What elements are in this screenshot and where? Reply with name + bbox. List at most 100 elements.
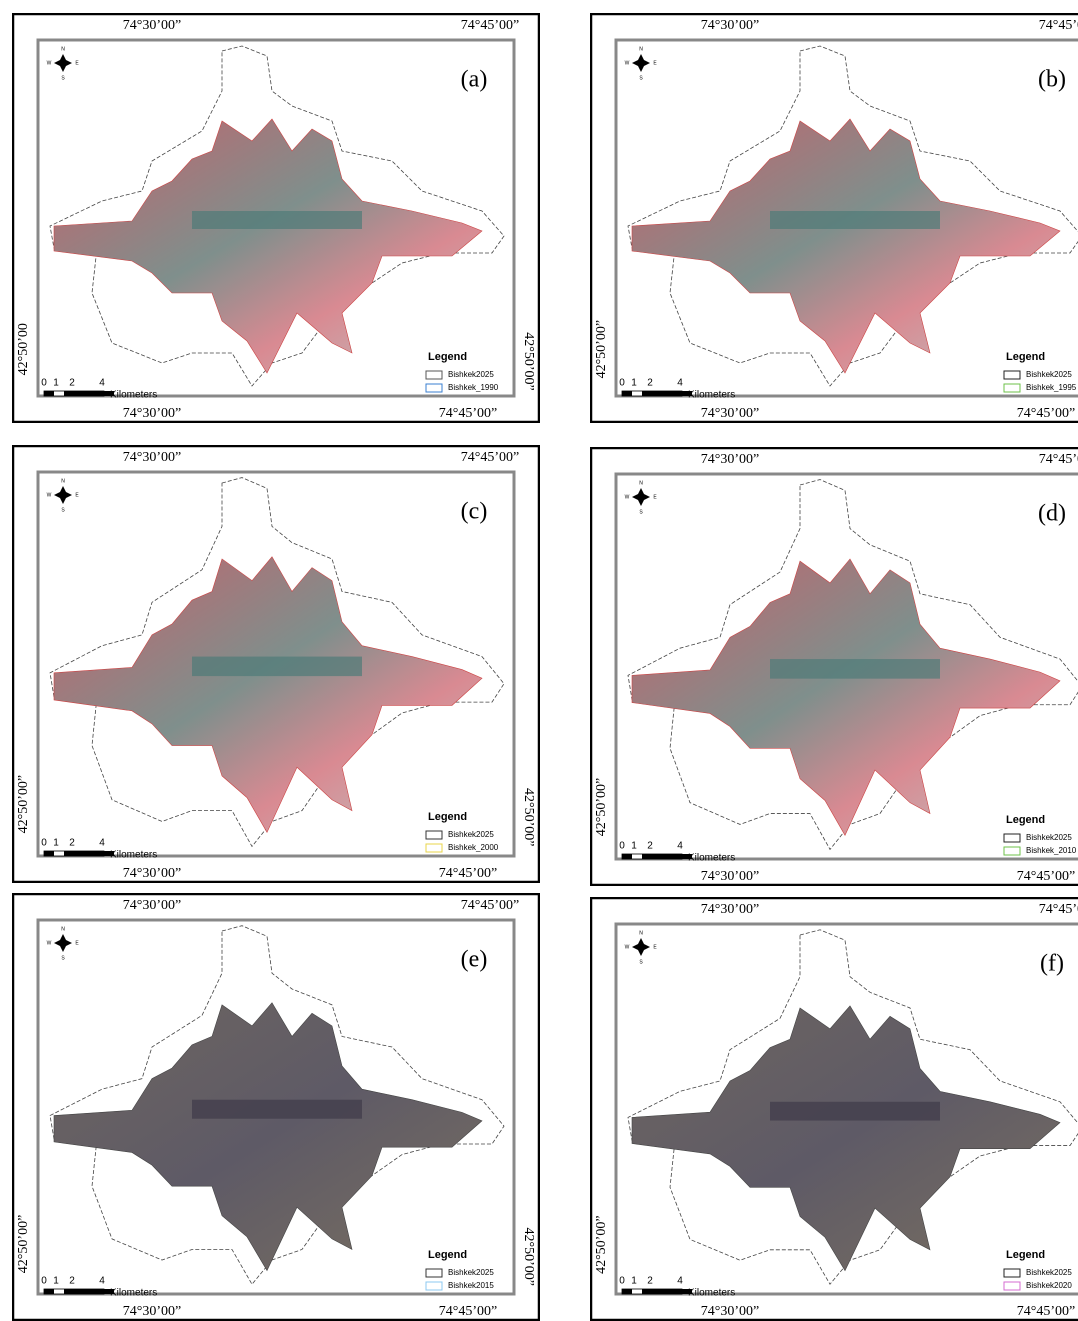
- coord-right: 42°50’00”: [521, 788, 536, 846]
- compass-letter: E: [653, 944, 657, 950]
- panel-label: (f): [1040, 951, 1064, 977]
- scale-tick: 1: [53, 838, 59, 849]
- legend-title: Legend: [1006, 351, 1045, 363]
- legend-item: Bishkek2025: [448, 370, 494, 379]
- coord-top-left: 74°30’00”: [123, 450, 181, 465]
- panel-label: (a): [461, 67, 488, 93]
- compass-letter: S: [61, 955, 65, 961]
- scale-unit: Kilometers: [110, 1288, 157, 1299]
- scale-tick: 1: [631, 841, 637, 852]
- scale-bar-fill: [44, 851, 54, 856]
- scale-tick: 4: [677, 841, 683, 852]
- legend-swatch: [426, 844, 442, 852]
- scale-tick: 4: [99, 1276, 105, 1287]
- urban-core: [770, 211, 940, 229]
- satellite-imagery: [632, 559, 1060, 835]
- coord-top-left: 74°30’00”: [123, 898, 181, 913]
- scale-bar-fill: [622, 391, 632, 396]
- scale-bar-fill: [64, 851, 84, 856]
- scale-unit: Kilometers: [110, 850, 157, 861]
- legend-title: Legend: [1006, 814, 1045, 826]
- scale-tick: 0: [619, 841, 625, 852]
- coord-top-right: 74°45’00”: [461, 450, 519, 465]
- map-svg: 74°30’00”74°45’00”74°30’00”74°45’00”42°5…: [12, 445, 540, 883]
- legend-title: Legend: [428, 1249, 467, 1261]
- compass-rose: [54, 54, 72, 72]
- legend-title: Legend: [1006, 1249, 1045, 1261]
- compass-letter: N: [61, 478, 65, 484]
- scale-tick: 4: [99, 838, 105, 849]
- coord-bottom-right: 74°45’00”: [1017, 869, 1075, 884]
- coord-left: 42°50’00”: [16, 1215, 31, 1273]
- map-svg: 74°30’00”74°45’00”74°30’00”74°45’00”42°5…: [12, 13, 540, 423]
- scale-tick: 1: [631, 1276, 637, 1287]
- legend-item: Bishkek2025: [1026, 1268, 1072, 1277]
- legend-item: Bishkek2025: [1026, 370, 1072, 379]
- legend-swatch: [1004, 847, 1020, 855]
- coord-top-right: 74°45’00”: [461, 18, 519, 33]
- legend-swatch: [426, 1282, 442, 1290]
- coord-bottom-left: 74°30’00”: [701, 406, 759, 421]
- map-panel: 74°30’00”74°45’00”74°30’00”74°45’00”42°5…: [590, 13, 1078, 423]
- compass-letter: W: [625, 494, 630, 500]
- coord-right: 42°50’00”: [521, 1228, 536, 1286]
- compass-letter: S: [61, 75, 65, 81]
- coord-top-right: 74°45’00”: [1039, 902, 1078, 917]
- map-svg: 74°30’00”74°45’00”74°30’00”74°45’00”42°5…: [590, 13, 1078, 423]
- panel-label: (e): [461, 947, 488, 973]
- compass-rose: [632, 938, 650, 956]
- satellite-imagery: [54, 557, 482, 833]
- scale-unit: Kilometers: [688, 1288, 735, 1299]
- compass-letter: S: [61, 507, 65, 513]
- legend-swatch: [426, 384, 442, 392]
- scale-bar-fill: [64, 391, 84, 396]
- coord-bottom-left: 74°30’00”: [123, 406, 181, 421]
- compass-letter: N: [639, 930, 643, 936]
- scale-tick: 4: [677, 1276, 683, 1287]
- compass-letter: E: [75, 492, 79, 498]
- scale-tick: 0: [41, 838, 47, 849]
- scale-tick: 2: [647, 378, 653, 389]
- legend-swatch: [426, 371, 442, 379]
- scale-tick: 0: [619, 378, 625, 389]
- satellite-imagery: [54, 1003, 482, 1271]
- scale-bar-fill: [622, 854, 632, 859]
- compass-letter: W: [47, 60, 52, 66]
- legend-item: Bishkek_1990: [448, 383, 499, 392]
- scale-unit: Kilometers: [110, 390, 157, 401]
- legend-swatch: [1004, 1269, 1020, 1277]
- scale-tick: 4: [677, 378, 683, 389]
- urban-core: [770, 1102, 940, 1121]
- compass-rose: [632, 54, 650, 72]
- coord-bottom-left: 74°30’00”: [701, 1304, 759, 1319]
- coord-bottom-right: 74°45’00”: [439, 1304, 497, 1319]
- compass-rose: [632, 488, 650, 506]
- coord-top-left: 74°30’00”: [701, 902, 759, 917]
- scale-tick: 2: [69, 378, 75, 389]
- coord-bottom-right: 74°45’00”: [1017, 406, 1075, 421]
- legend-swatch: [1004, 384, 1020, 392]
- scale-tick: 0: [619, 1276, 625, 1287]
- panel-label: (d): [1038, 501, 1066, 527]
- coord-bottom-right: 74°45’00”: [1017, 1304, 1075, 1319]
- legend-swatch: [1004, 371, 1020, 379]
- scale-tick: 1: [53, 1276, 59, 1287]
- scale-tick: 2: [647, 1276, 653, 1287]
- scale-bar-fill: [642, 1289, 662, 1294]
- coord-top-right: 74°45’00”: [1039, 452, 1078, 467]
- map-panel: 74°30’00”74°45’00”74°30’00”74°45’00”42°5…: [590, 897, 1078, 1321]
- map-svg: 74°30’00”74°45’00”74°30’00”74°45’00”42°5…: [12, 893, 540, 1321]
- scale-tick: 0: [41, 378, 47, 389]
- scale-tick: 1: [53, 378, 59, 389]
- compass-letter: E: [653, 494, 657, 500]
- scale-tick: 2: [647, 841, 653, 852]
- coord-left: 42°50’00”: [594, 320, 609, 378]
- coord-bottom-left: 74°30’00”: [123, 866, 181, 881]
- legend-item: Bishkek2015: [448, 1281, 494, 1290]
- coord-left: 42°50’00: [16, 323, 31, 375]
- compass-letter: S: [639, 509, 643, 515]
- map-panel: 74°30’00”74°45’00”74°30’00”74°45’00”42°5…: [12, 893, 540, 1321]
- compass-letter: W: [625, 944, 630, 950]
- legend-title: Legend: [428, 351, 467, 363]
- scale-unit: Kilometers: [688, 390, 735, 401]
